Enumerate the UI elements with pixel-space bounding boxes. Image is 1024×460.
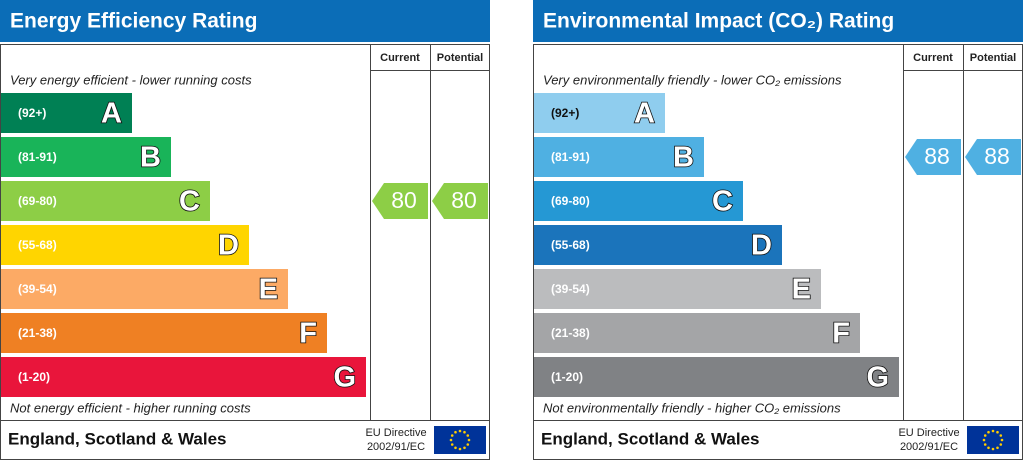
eu-star: [991, 429, 995, 433]
rating-band: [534, 181, 743, 221]
eu-star: [458, 429, 462, 433]
eu-star: [999, 434, 1003, 437]
eu-star: [463, 430, 466, 434]
eu-star: [982, 438, 986, 442]
eu-star: [450, 434, 454, 437]
rating-band: [1, 225, 249, 265]
rating-band: [1, 269, 288, 309]
title-bar: [533, 0, 1023, 42]
band-range: (81-91): [551, 150, 590, 164]
eu-star: [449, 438, 453, 442]
footer-region: England, Scotland & Wales: [541, 429, 760, 448]
eu-star: [450, 443, 454, 446]
band-range: (81-91): [18, 150, 57, 164]
band-range: (92+): [18, 106, 46, 120]
band-letter: A: [634, 98, 655, 130]
eu-star: [454, 446, 457, 450]
eu-star: [999, 443, 1003, 446]
rating-value: 80: [451, 187, 477, 213]
rating-band: [534, 357, 899, 397]
column-header: Potential: [970, 52, 1016, 64]
panel-title: Energy Efficiency Rating: [10, 10, 257, 33]
band-range: (1-20): [551, 370, 583, 384]
eu-star: [996, 446, 999, 450]
rating-band: [1, 93, 132, 133]
band-range: (55-68): [18, 238, 57, 252]
rating-value: 88: [984, 143, 1010, 169]
eu-star: [996, 430, 999, 434]
rating-band: [534, 93, 665, 133]
band-letter: G: [333, 362, 356, 394]
band-letter: D: [751, 230, 772, 262]
band-letter: B: [673, 142, 694, 174]
eu-star: [467, 438, 471, 442]
rating-panel: Environmental Impact (CO₂) Rating Current…: [533, 0, 1023, 460]
band-letter: G: [866, 362, 889, 394]
eu-star: [1000, 438, 1004, 442]
band-letter: C: [179, 186, 200, 218]
rating-band: [1, 357, 366, 397]
eu-star: [983, 443, 987, 446]
eu-star: [466, 434, 470, 437]
rating-value: 88: [924, 143, 950, 169]
title-bar: [0, 0, 490, 42]
band-range: (92+): [551, 106, 579, 120]
bottom-note: Not energy efficient - higher running co…: [10, 400, 251, 415]
rating-band: [534, 225, 782, 265]
band-range: (21-38): [551, 326, 590, 340]
rating-band: [1, 313, 327, 353]
eu-star: [987, 430, 990, 434]
eu-star: [991, 447, 995, 451]
band-letter: B: [140, 142, 161, 174]
band-range: (39-54): [18, 282, 57, 296]
rating-band: [534, 269, 821, 309]
rating-arrow: [372, 183, 428, 219]
rating-arrow: [905, 139, 961, 175]
rating-panel: Energy Efficiency Rating Current Potential…: [0, 0, 490, 460]
band-range: (39-54): [551, 282, 590, 296]
directive-line: 2002/91/EC: [900, 441, 958, 453]
band-letter: C: [712, 186, 733, 218]
eu-star: [466, 443, 470, 446]
top-note: Very energy efficient - lower running co…: [10, 72, 252, 87]
band-letter: E: [259, 274, 278, 306]
rating-band: [534, 313, 860, 353]
band-letter: F: [299, 318, 317, 350]
rating-value: 80: [391, 187, 417, 213]
band-letter: D: [218, 230, 239, 262]
rating-arrow: [965, 139, 1021, 175]
rating-arrow: [432, 183, 488, 219]
directive-line: 2002/91/EC: [367, 441, 425, 453]
band-letter: F: [832, 318, 850, 350]
eu-star: [458, 447, 462, 451]
bottom-note: Not environmentally friendly - higher CO…: [543, 400, 841, 415]
eu-star: [987, 446, 990, 450]
footer-region: England, Scotland & Wales: [8, 429, 227, 448]
band-letter: E: [792, 274, 811, 306]
eu-star: [983, 434, 987, 437]
eu-star: [463, 446, 466, 450]
band-range: (21-38): [18, 326, 57, 340]
band-letter: A: [101, 98, 122, 130]
panel-title: Environmental Impact (CO₂) Rating: [543, 10, 894, 33]
rating-band: [1, 181, 210, 221]
rating-band: [534, 137, 704, 177]
column-header: Potential: [437, 52, 483, 64]
band-range: (1-20): [18, 370, 50, 384]
eu-star: [454, 430, 457, 434]
directive-line: EU Directive: [898, 427, 959, 439]
top-note: Very environmentally friendly - lower CO…: [543, 72, 842, 87]
directive-line: EU Directive: [365, 427, 426, 439]
band-range: (55-68): [551, 238, 590, 252]
band-range: (69-80): [551, 194, 590, 208]
band-range: (69-80): [18, 194, 57, 208]
column-header: Current: [913, 52, 953, 64]
column-header: Current: [380, 52, 420, 64]
rating-band: [1, 137, 171, 177]
